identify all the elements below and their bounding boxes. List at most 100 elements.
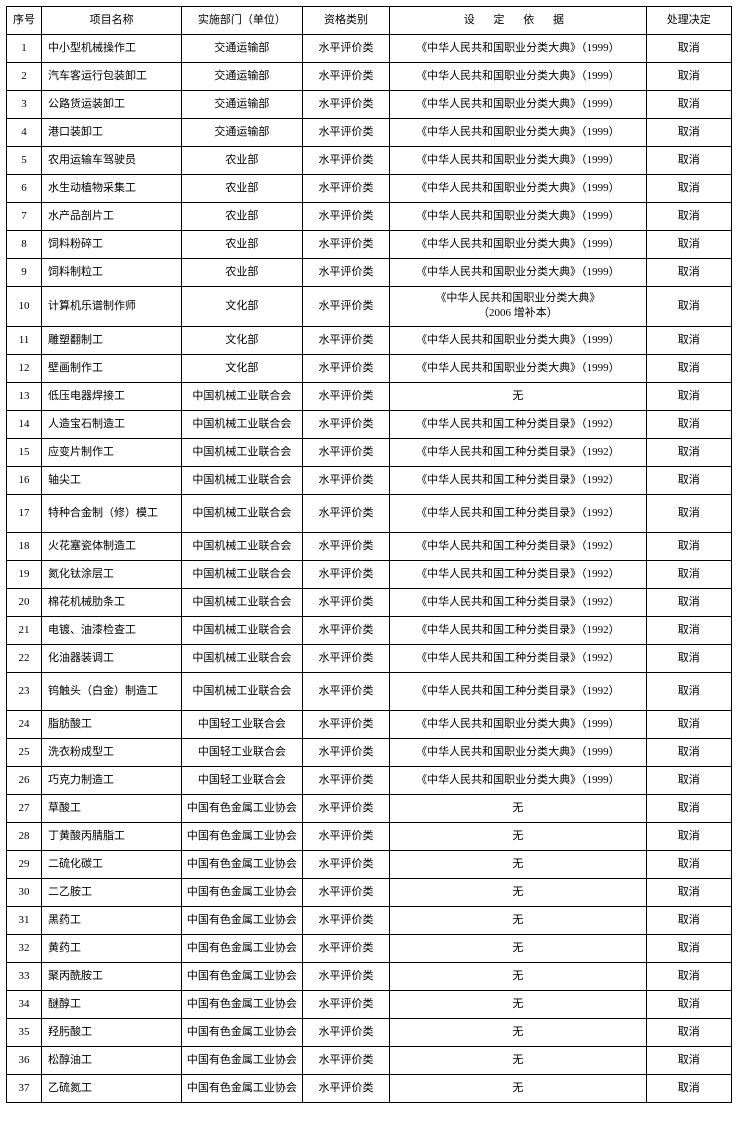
cell-basis: 《中华人民共和国职业分类大典》（1999） [390, 231, 646, 259]
cell-name: 乙硫氮工 [42, 1074, 182, 1102]
cell-dept: 中国有色金属工业协会 [182, 906, 302, 934]
cell-basis: 无 [390, 990, 646, 1018]
cell-n: 22 [7, 644, 42, 672]
col-header-2: 实施部门（单位） [182, 7, 302, 35]
cell-name: 公路货运装卸工 [42, 91, 182, 119]
table-row: 9饲料制粒工农业部水平评价类《中华人民共和国职业分类大典》（1999）取消 [7, 259, 732, 287]
cell-basis: 无 [390, 794, 646, 822]
cell-dec: 取消 [646, 326, 731, 354]
cell-dept: 中国机械工业联合会 [182, 438, 302, 466]
table-row: 22化油器装调工中国机械工业联合会水平评价类《中华人民共和国工种分类目录》（19… [7, 644, 732, 672]
cell-n: 29 [7, 850, 42, 878]
cell-name: 农用运输车驾驶员 [42, 147, 182, 175]
cell-dec: 取消 [646, 119, 731, 147]
cell-basis: 无 [390, 934, 646, 962]
cell-dec: 取消 [646, 794, 731, 822]
cell-cat: 水平评价类 [302, 532, 390, 560]
table-header-row: 序号项目名称实施部门（单位）资格类别设 定 依 据处理决定 [7, 7, 732, 35]
table-row: 16轴尖工中国机械工业联合会水平评价类《中华人民共和国工种分类目录》（1992）… [7, 466, 732, 494]
cell-dec: 取消 [646, 644, 731, 672]
cell-basis: 《中华人民共和国职业分类大典》（1999） [390, 63, 646, 91]
cell-cat: 水平评价类 [302, 822, 390, 850]
cell-cat: 水平评价类 [302, 438, 390, 466]
col-header-3: 资格类别 [302, 7, 390, 35]
cell-dept: 中国有色金属工业协会 [182, 1018, 302, 1046]
cell-basis: 无 [390, 850, 646, 878]
cell-basis: 无 [390, 906, 646, 934]
table-row: 3公路货运装卸工交通运输部水平评价类《中华人民共和国职业分类大典》（1999）取… [7, 91, 732, 119]
cell-name: 人造宝石制造工 [42, 410, 182, 438]
cell-dec: 取消 [646, 354, 731, 382]
cell-dec: 取消 [646, 494, 731, 532]
cell-dec: 取消 [646, 35, 731, 63]
cell-dept: 中国有色金属工业协会 [182, 850, 302, 878]
table-row: 27草酸工中国有色金属工业协会水平评价类无取消 [7, 794, 732, 822]
cell-dec: 取消 [646, 231, 731, 259]
cell-n: 24 [7, 710, 42, 738]
cell-dept: 农业部 [182, 259, 302, 287]
cell-name: 化油器装调工 [42, 644, 182, 672]
cell-n: 25 [7, 738, 42, 766]
cell-name: 脂肪酸工 [42, 710, 182, 738]
cell-dec: 取消 [646, 466, 731, 494]
table-row: 1中小型机械操作工交通运输部水平评价类《中华人民共和国职业分类大典》（1999）… [7, 35, 732, 63]
table-row: 12壁画制作工文化部水平评价类《中华人民共和国职业分类大典》（1999）取消 [7, 354, 732, 382]
cell-dept: 中国机械工业联合会 [182, 672, 302, 710]
cell-dec: 取消 [646, 410, 731, 438]
cell-dept: 中国机械工业联合会 [182, 410, 302, 438]
table-row: 2汽车客运行包装卸工交通运输部水平评价类《中华人民共和国职业分类大典》（1999… [7, 63, 732, 91]
cell-dept: 文化部 [182, 287, 302, 327]
cell-basis: 《中华人民共和国职业分类大典》（1999） [390, 91, 646, 119]
cell-name: 饲料制粒工 [42, 259, 182, 287]
cell-dec: 取消 [646, 147, 731, 175]
table-row: 20棉花机械肋条工中国机械工业联合会水平评价类《中华人民共和国工种分类目录》（1… [7, 588, 732, 616]
cell-dept: 文化部 [182, 354, 302, 382]
cell-dept: 交通运输部 [182, 63, 302, 91]
cell-basis: 无 [390, 382, 646, 410]
table-row: 13低压电器焊接工中国机械工业联合会水平评价类无取消 [7, 382, 732, 410]
qualification-table: 序号项目名称实施部门（单位）资格类别设 定 依 据处理决定 1中小型机械操作工交… [6, 6, 732, 1103]
cell-dec: 取消 [646, 438, 731, 466]
cell-dec: 取消 [646, 203, 731, 231]
cell-n: 27 [7, 794, 42, 822]
cell-cat: 水平评价类 [302, 175, 390, 203]
cell-dec: 取消 [646, 63, 731, 91]
cell-n: 2 [7, 63, 42, 91]
cell-n: 37 [7, 1074, 42, 1102]
cell-name: 醚醇工 [42, 990, 182, 1018]
cell-dec: 取消 [646, 1074, 731, 1102]
cell-dept: 文化部 [182, 326, 302, 354]
cell-dept: 农业部 [182, 231, 302, 259]
cell-cat: 水平评价类 [302, 91, 390, 119]
table-row: 35羟肟酸工中国有色金属工业协会水平评价类无取消 [7, 1018, 732, 1046]
cell-dec: 取消 [646, 962, 731, 990]
cell-cat: 水平评价类 [302, 990, 390, 1018]
cell-dec: 取消 [646, 934, 731, 962]
cell-dec: 取消 [646, 990, 731, 1018]
cell-dec: 取消 [646, 1018, 731, 1046]
cell-n: 5 [7, 147, 42, 175]
cell-dept: 中国轻工业联合会 [182, 738, 302, 766]
cell-basis: 《中华人民共和国职业分类大典》（1999） [390, 147, 646, 175]
cell-dec: 取消 [646, 259, 731, 287]
cell-n: 14 [7, 410, 42, 438]
cell-dept: 交通运输部 [182, 91, 302, 119]
cell-name: 计算机乐谱制作师 [42, 287, 182, 327]
cell-n: 20 [7, 588, 42, 616]
cell-dec: 取消 [646, 906, 731, 934]
cell-basis: 无 [390, 1046, 646, 1074]
table-row: 24脂肪酸工中国轻工业联合会水平评价类《中华人民共和国职业分类大典》（1999）… [7, 710, 732, 738]
cell-name: 黄药工 [42, 934, 182, 962]
cell-name: 雕塑翻制工 [42, 326, 182, 354]
cell-cat: 水平评价类 [302, 644, 390, 672]
cell-basis: 无 [390, 1074, 646, 1102]
cell-dec: 取消 [646, 532, 731, 560]
cell-basis: 《中华人民共和国工种分类目录》（1992） [390, 616, 646, 644]
cell-cat: 水平评价类 [302, 710, 390, 738]
table-row: 23钨触头（白金）制造工中国机械工业联合会水平评价类《中华人民共和国工种分类目录… [7, 672, 732, 710]
cell-basis: 《中华人民共和国职业分类大典》（1999） [390, 766, 646, 794]
cell-cat: 水平评价类 [302, 466, 390, 494]
cell-cat: 水平评价类 [302, 326, 390, 354]
cell-n: 10 [7, 287, 42, 327]
cell-dec: 取消 [646, 878, 731, 906]
